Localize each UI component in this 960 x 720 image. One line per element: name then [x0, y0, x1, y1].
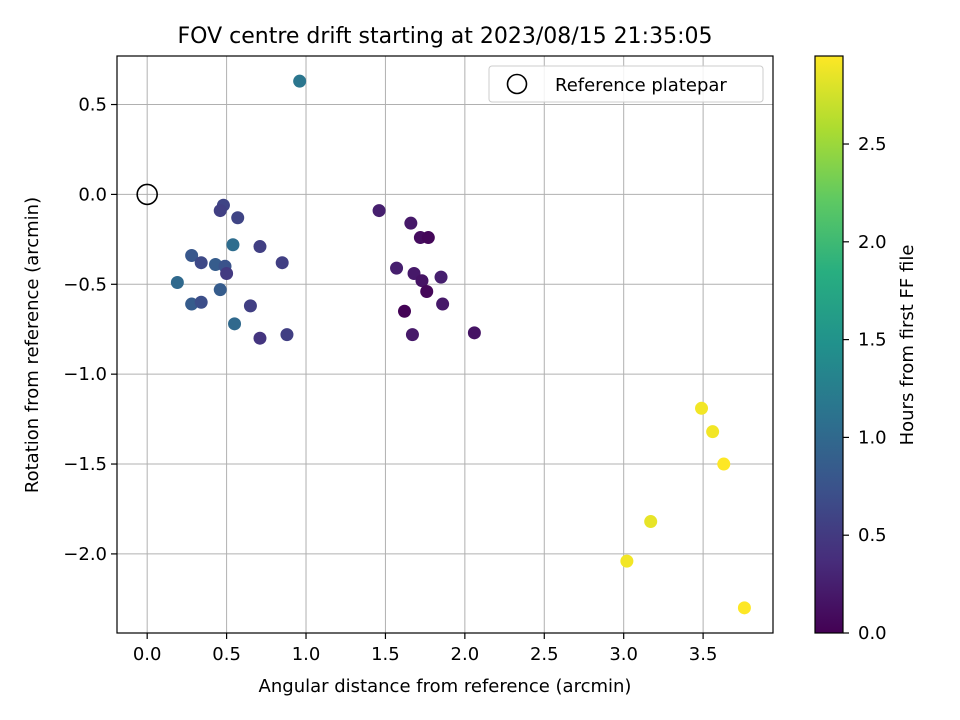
- data-point: [436, 297, 450, 311]
- x-tick-label: 2.0: [451, 644, 480, 665]
- x-tick-label: 3.0: [609, 644, 638, 665]
- data-point: [717, 457, 731, 471]
- grid-lines: [117, 56, 773, 633]
- data-point: [415, 274, 429, 288]
- data-point: [275, 256, 289, 270]
- data-point: [243, 299, 257, 313]
- colorbar-gradient: [814, 55, 844, 634]
- data-point: [390, 261, 404, 275]
- y-tick-label: 0.5: [78, 95, 107, 116]
- x-axis-ticks: 0.0 0.5 1.0 1.5 2.0 2.5 3.0 3.5: [133, 633, 718, 665]
- data-point: [467, 326, 481, 340]
- colorbar-tick-label: 1.5: [858, 330, 887, 351]
- y-tick-label: −2.0: [63, 544, 107, 565]
- data-point: [405, 328, 419, 342]
- data-point: [253, 331, 267, 345]
- data-point: [644, 515, 658, 529]
- x-tick-label: 1.5: [371, 644, 400, 665]
- x-tick-label: 2.5: [530, 644, 559, 665]
- data-point: [280, 328, 294, 342]
- colorbar-label: Hours from first FF file: [897, 245, 918, 446]
- legend: Reference platepar: [488, 65, 764, 103]
- plot-frame: [116, 55, 774, 634]
- legend-box: [488, 65, 764, 103]
- data-point: [253, 240, 267, 254]
- colorbar-ticks: 0.0 0.5 1.0 1.5 2.0 2.5: [843, 134, 887, 644]
- x-tick-label: 0.0: [133, 644, 162, 665]
- y-axis-label: Rotation from reference (arcmin): [22, 197, 43, 493]
- colorbar-tick-label: 0.5: [858, 525, 887, 546]
- data-point: [194, 256, 208, 270]
- y-tick-label: −1.0: [63, 364, 107, 385]
- colorbar-tick-label: 1.0: [858, 427, 887, 448]
- data-point: [706, 425, 720, 439]
- data-point: [194, 295, 208, 309]
- data-point: [434, 270, 448, 284]
- data-point: [170, 275, 184, 289]
- colorbar-tick-label: 2.0: [858, 232, 887, 253]
- data-point: [213, 204, 227, 218]
- legend-label-reference: Reference platepar: [555, 75, 727, 96]
- data-point: [228, 317, 242, 331]
- colorbar-tick-label: 0.0: [858, 623, 887, 644]
- data-points: [136, 74, 751, 615]
- chart-title: FOV centre drift starting at 2023/08/15 …: [178, 24, 713, 49]
- y-tick-label: −0.5: [63, 274, 107, 295]
- x-tick-label: 0.5: [212, 644, 241, 665]
- y-axis-ticks: 0.5 0.0 −0.5 −1.0 −1.5 −2.0: [63, 95, 117, 565]
- x-axis-label: Angular distance from reference (arcmin): [259, 676, 632, 697]
- colorbar-tick-label: 2.5: [858, 134, 887, 155]
- data-point: [226, 238, 240, 252]
- data-point: [185, 249, 199, 263]
- data-point: [420, 284, 434, 298]
- x-tick-label: 1.0: [292, 644, 321, 665]
- x-tick-label: 3.5: [689, 644, 718, 665]
- data-point: [220, 266, 234, 280]
- colorbar: 0.0 0.5 1.0 1.5 2.0 2.5 Hours from first FF f…: [814, 55, 918, 644]
- data-point: [620, 554, 634, 568]
- data-point: [213, 283, 227, 297]
- data-point: [695, 401, 709, 415]
- y-tick-label: 0.0: [78, 184, 107, 205]
- data-point: [404, 216, 418, 230]
- data-point: [231, 211, 245, 225]
- reference-platepar-marker: [136, 183, 158, 206]
- data-point: [372, 204, 386, 218]
- legend-marker-reference: [506, 73, 528, 95]
- y-tick-label: −1.5: [63, 454, 107, 475]
- data-point: [421, 231, 435, 245]
- data-point: [737, 601, 751, 615]
- data-point: [397, 304, 411, 318]
- data-point: [293, 74, 307, 88]
